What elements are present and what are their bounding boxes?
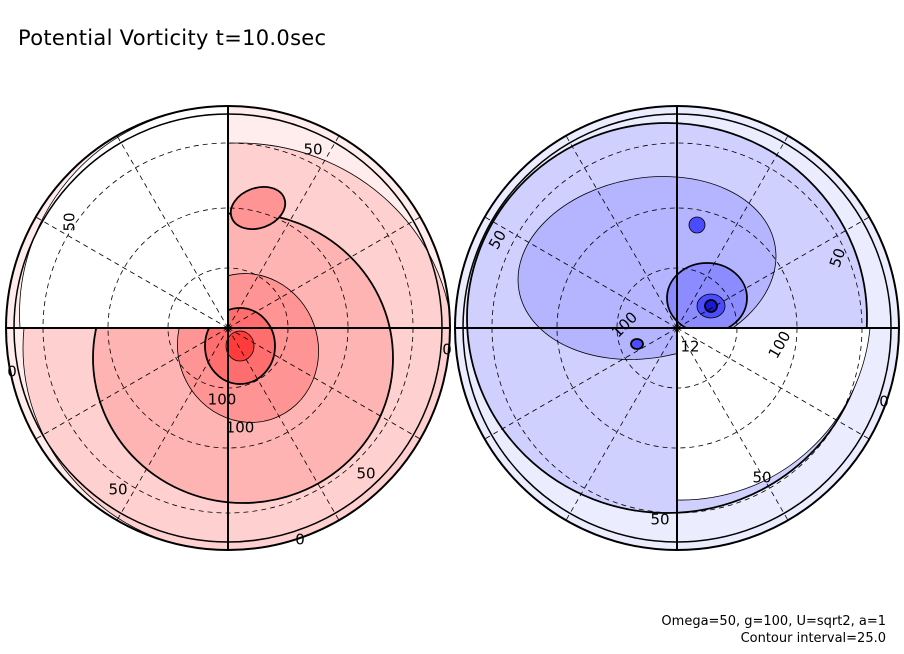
contour-label: 50 — [108, 481, 127, 499]
contour-label: 0 — [442, 341, 452, 359]
contour-label: 50 — [752, 469, 771, 487]
meridian-line — [676, 327, 870, 440]
hemisphere-outline — [454, 105, 900, 551]
contour-label: 50 — [61, 212, 79, 231]
meridian-line — [484, 216, 678, 329]
hemisphere-outline — [5, 105, 451, 551]
meridian-line — [676, 135, 789, 329]
meridian-line — [676, 216, 870, 329]
contour-label: 50 — [826, 246, 849, 270]
meridian-line — [116, 327, 229, 521]
contour-level-4 — [630, 338, 644, 350]
parameters-text: Omega=50, g=100, U=sqrt2, a=1 — [661, 614, 886, 629]
meridian-line — [565, 327, 678, 521]
contour-label: 0 — [879, 393, 889, 411]
northern-hemisphere-panel: 50 50 0 100 100 50 50 0 — [5, 105, 451, 551]
meridian-line — [227, 327, 421, 440]
contour-label: 50 — [650, 511, 669, 529]
outer-contour — [462, 113, 892, 543]
contour-label: 12 — [680, 338, 699, 356]
meridian-line — [227, 216, 421, 329]
contour-label: 100 — [226, 419, 255, 437]
contour-label: 0 — [7, 363, 17, 381]
meridian-line — [484, 327, 678, 440]
meridian-line — [35, 216, 229, 329]
chart-footer: Omega=50, g=100, U=sqrt2, a=1 Contour in… — [661, 613, 886, 647]
meridian-line — [116, 135, 229, 329]
meridian-line — [35, 327, 229, 440]
meridian-line — [227, 135, 340, 329]
contour-interval-text: Contour interval=25.0 — [740, 631, 886, 646]
contour-level-3 — [229, 186, 287, 230]
contour-level-4 — [688, 216, 706, 234]
chart-title: Potential Vorticity t=10.0sec — [18, 26, 327, 50]
meridian-line — [227, 327, 340, 521]
contour-level-5 — [225, 330, 255, 362]
contour-label: 50 — [303, 141, 322, 159]
meridian-line — [565, 135, 678, 329]
contour-label: 0 — [295, 531, 305, 549]
outer-contour — [13, 113, 443, 543]
contour-level-5 — [704, 299, 718, 313]
contour-label: 100 — [208, 391, 237, 409]
meridian-line — [676, 327, 789, 521]
contour-label: 50 — [356, 465, 375, 483]
zero-region — [19, 106, 229, 329]
zero-region — [676, 327, 871, 501]
